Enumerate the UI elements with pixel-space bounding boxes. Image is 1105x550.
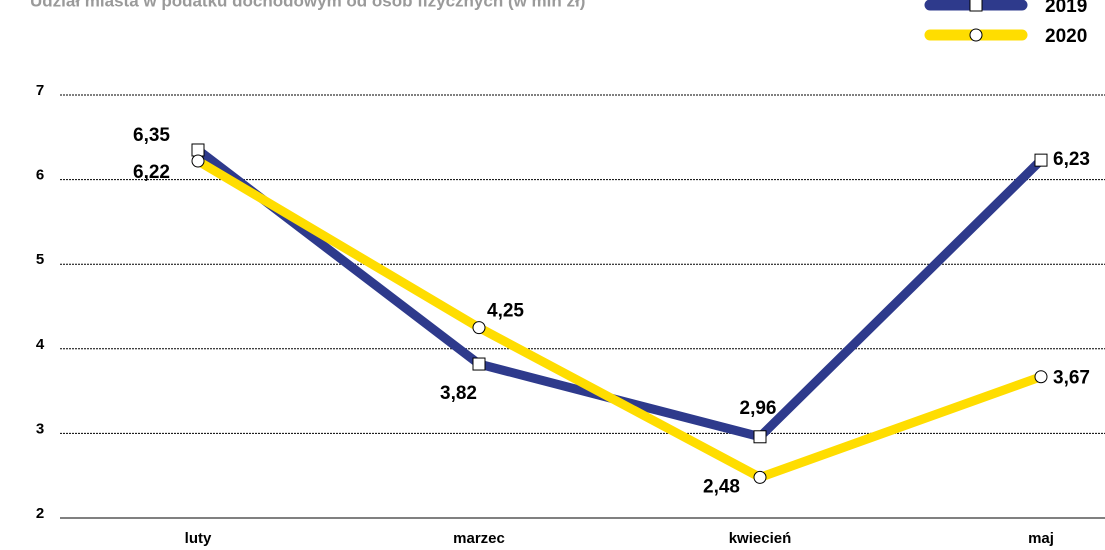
legend-label: 2020	[1045, 26, 1087, 47]
data-label: 6,23	[1053, 149, 1090, 170]
marker	[753, 470, 767, 484]
series-line	[195, 157, 1043, 482]
y-tick-label: 5	[36, 251, 44, 268]
data-label: 4,25	[487, 301, 524, 322]
data-label: 6,22	[133, 162, 170, 183]
y-tick-label: 3	[36, 420, 44, 437]
x-tick-label: marzec	[453, 530, 505, 547]
marker	[1034, 153, 1048, 167]
series-line	[195, 146, 1045, 442]
y-tick-label: 4	[36, 336, 45, 353]
data-label: 2,96	[740, 398, 777, 419]
marker	[753, 430, 767, 444]
y-tick-label: 6	[36, 167, 44, 184]
data-label: 3,82	[440, 383, 477, 404]
data-label: 6,35	[133, 125, 170, 146]
marker	[1034, 370, 1048, 384]
legend-marker	[969, 28, 983, 42]
y-tick-label: 7	[36, 82, 44, 99]
marker	[191, 143, 205, 157]
x-tick-label: kwiecień	[729, 530, 792, 547]
legend-label: 2019	[1045, 0, 1087, 17]
marker	[472, 321, 486, 335]
marker	[472, 357, 486, 371]
marker	[191, 154, 205, 168]
chart-title: Udział miasta w podatku dochodowym od os…	[30, 0, 585, 10]
legend-marker	[969, 0, 983, 12]
x-tick-label: luty	[185, 530, 212, 547]
x-tick-label: maj	[1028, 530, 1054, 547]
data-label: 3,67	[1053, 368, 1090, 389]
y-tick-label: 2	[36, 505, 44, 522]
data-label: 2,48	[703, 476, 740, 497]
